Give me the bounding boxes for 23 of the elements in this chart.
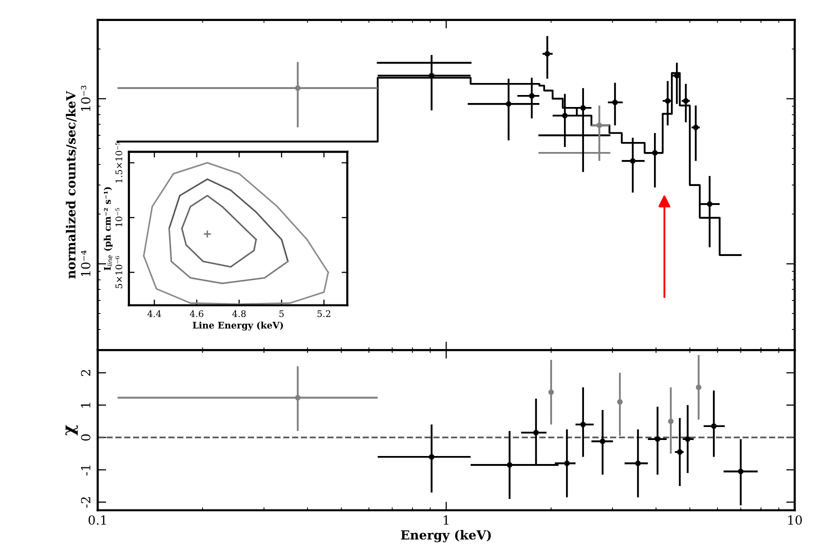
y-axis-title: χ	[65, 425, 78, 436]
x-tick-label: 5	[279, 310, 284, 318]
y-tick-label: -2	[80, 497, 90, 508]
x-tick-label: 4.8	[232, 310, 246, 318]
y-tick-label: 10⁻⁴	[80, 250, 90, 276]
y-tick-label: 5×10⁻⁶	[115, 256, 122, 288]
y-tick-label: 2	[80, 370, 90, 376]
x-axis-title: Energy (keV)	[400, 530, 491, 542]
x-tick-label: 4.6	[190, 310, 204, 318]
y-axis-title: I$_{line}$ (ph cm⁻² s⁻¹)	[104, 187, 112, 270]
y-tick-label: 10⁻³	[80, 86, 90, 111]
x-tick-label: 4.4	[147, 310, 162, 318]
y-tick-label: 1	[80, 402, 90, 408]
y-tick-label: 0	[80, 434, 90, 441]
x-tick-label: 10	[788, 515, 802, 525]
x-tick-label: 0.1	[88, 515, 106, 525]
x-axis-title: Line Energy (keV)	[192, 322, 283, 330]
y-tick-label: 10⁻⁵	[115, 208, 122, 226]
y-tick-label: -1	[80, 465, 90, 476]
y-tick-label: 1.5×10⁻⁵	[115, 142, 122, 183]
x-tick-label: 1	[444, 515, 448, 525]
x-tick-label: 5.2	[318, 310, 330, 318]
y-axis-title: normalized counts/sec/keV	[66, 90, 77, 279]
